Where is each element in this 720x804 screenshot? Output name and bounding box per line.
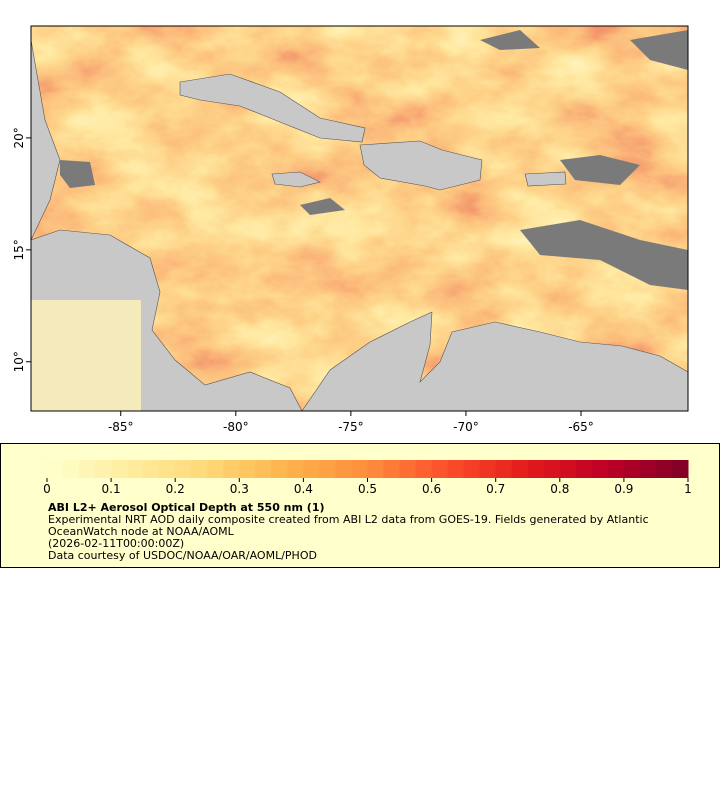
colorbar-swatch xyxy=(479,460,497,478)
colorbar-swatch xyxy=(191,460,208,478)
colorbar-tick-label: 0.8 xyxy=(550,482,569,496)
colorbar-tick-label: 0.9 xyxy=(614,482,633,496)
colorbar-swatch xyxy=(127,460,144,478)
colorbar-swatch xyxy=(431,460,449,478)
x-tick-label: -70° xyxy=(453,420,479,434)
colorbar-swatch xyxy=(383,460,401,478)
colorbar-tick-label: 0.2 xyxy=(166,482,185,496)
legend-line: Experimental NRT AOD daily composite cre… xyxy=(48,513,649,526)
colorbar-swatch xyxy=(607,460,625,478)
y-tick-label: 15° xyxy=(12,239,26,260)
colorbar-tick-label: 0.4 xyxy=(294,482,313,496)
map-area xyxy=(31,26,688,411)
legend-line: (2026-02-11T00:00:00Z) xyxy=(48,537,184,550)
colorbar-swatch xyxy=(351,460,368,478)
colorbar-swatch xyxy=(399,460,417,478)
map-frame xyxy=(30,25,689,412)
colorbar-swatch xyxy=(287,460,304,478)
colorbar-swatch xyxy=(143,460,160,478)
legend-line: Data courtesy of USDOC/NOAA/OAR/AOML/PHO… xyxy=(48,549,317,562)
colorbar-swatch xyxy=(463,460,481,478)
colorbar-swatch xyxy=(543,460,561,478)
colorbar-tick-label: 0.7 xyxy=(486,482,505,496)
colorbar-tick-label: 0.5 xyxy=(358,482,377,496)
colorbar-swatch xyxy=(79,460,96,478)
colorbar-swatch xyxy=(447,460,465,478)
colorbar: 0 0.1 0.2 0.3 0.4 0.5 0.6 0.7 0.8 0.9 1 xyxy=(43,460,692,496)
colorbar-swatch xyxy=(111,460,128,478)
x-tick-label: -85° xyxy=(108,420,134,434)
colorbar-swatch xyxy=(591,460,609,478)
colorbar-swatch xyxy=(559,460,577,478)
cloud-mask xyxy=(60,30,688,290)
colorbar-swatch xyxy=(367,460,385,478)
colorbar-swatch xyxy=(47,460,64,478)
colorbar-swatch xyxy=(223,460,240,478)
colorbar-swatch xyxy=(175,460,192,478)
colorbar-tick-label: 0.1 xyxy=(102,482,121,496)
colorbar-tick-label: 0 xyxy=(43,482,51,496)
legend-line: OceanWatch node at NOAA/AOML xyxy=(48,525,235,538)
x-tick-label: -80° xyxy=(223,420,249,434)
colorbar-swatch xyxy=(495,460,513,478)
colorbar-tick-label: 1 xyxy=(684,482,692,496)
x-tick-label: -65° xyxy=(568,420,594,434)
colorbar-swatch xyxy=(95,460,112,478)
colorbar-swatch xyxy=(63,460,80,478)
colorbar-swatch xyxy=(639,460,657,478)
colorbar-swatch xyxy=(239,460,256,478)
colorbar-swatch xyxy=(575,460,593,478)
colorbar-swatch xyxy=(623,460,641,478)
colorbar-swatch xyxy=(335,460,352,478)
colorbar-swatch xyxy=(511,460,529,478)
colorbar-swatch xyxy=(255,460,272,478)
colorbar-tick-label: 0.6 xyxy=(422,482,441,496)
colorbar-swatch xyxy=(415,460,433,478)
colorbar-swatch xyxy=(207,460,224,478)
colorbar-swatch xyxy=(159,460,176,478)
legend-title: ABI L2+ Aerosol Optical Depth at 550 nm … xyxy=(48,501,325,514)
colorbar-swatch xyxy=(271,460,288,478)
pacific xyxy=(31,300,141,411)
colorbar-swatch xyxy=(319,460,336,478)
colorbar-swatch xyxy=(655,460,673,478)
colorbar-tick-label: 0.3 xyxy=(230,482,249,496)
colorbar-swatch xyxy=(671,460,689,478)
y-tick-label: 10° xyxy=(12,351,26,372)
x-tick-label: -75° xyxy=(338,420,364,434)
y-tick-label: 20° xyxy=(12,127,26,148)
colorbar-swatch xyxy=(303,460,320,478)
colorbar-swatch xyxy=(527,460,545,478)
